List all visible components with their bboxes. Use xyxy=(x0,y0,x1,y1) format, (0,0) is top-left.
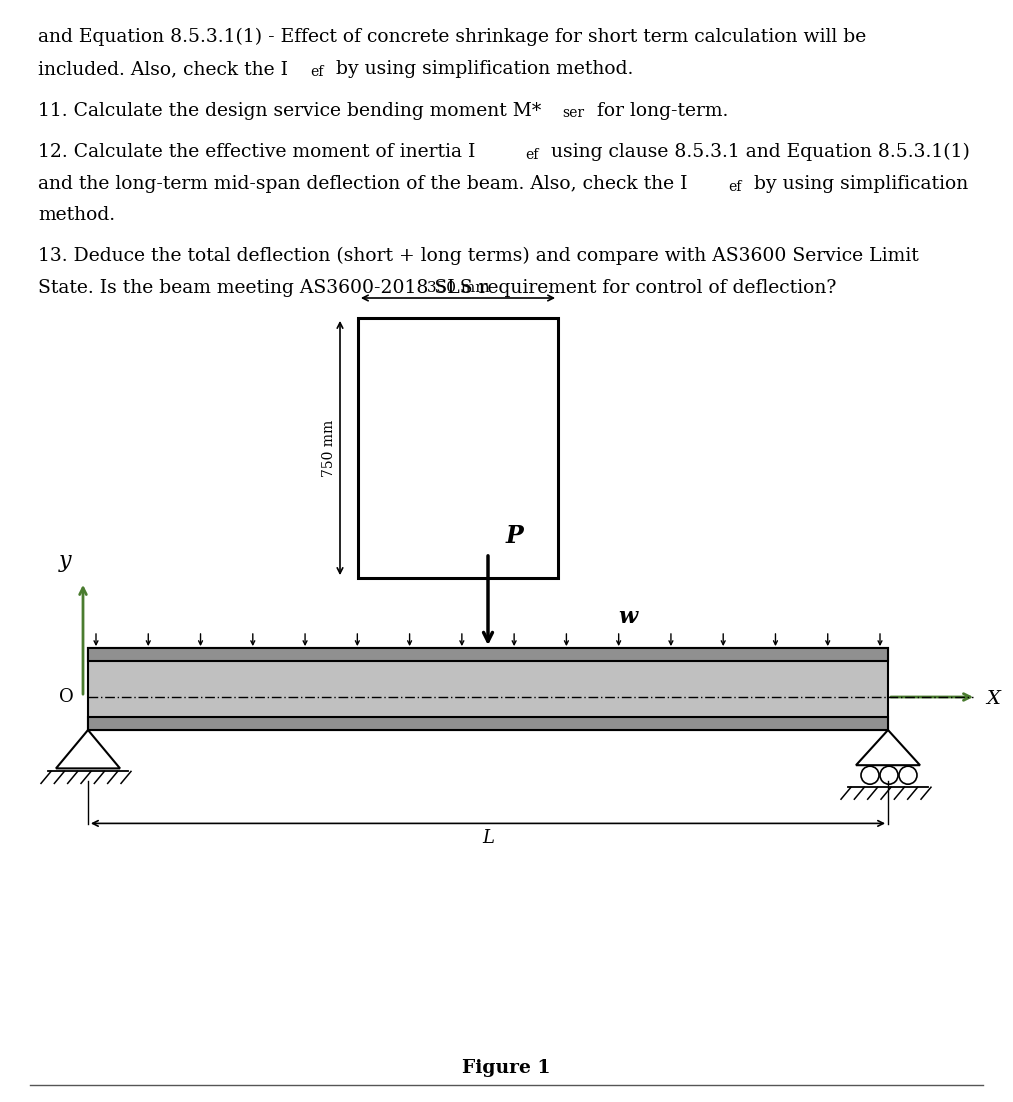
Text: ef: ef xyxy=(525,148,538,162)
Text: by using simplification: by using simplification xyxy=(748,175,968,193)
Text: 350 mm: 350 mm xyxy=(426,281,489,295)
Text: for long-term.: for long-term. xyxy=(591,101,728,120)
Text: 750 mm: 750 mm xyxy=(322,420,336,477)
Text: State. Is the beam meeting AS3600-2018 SLS requirement for control of deflection: State. Is the beam meeting AS3600-2018 S… xyxy=(38,279,837,298)
Bar xyxy=(88,717,888,730)
Text: ef: ef xyxy=(310,65,323,79)
Text: w: w xyxy=(618,606,637,628)
Text: y: y xyxy=(59,550,71,572)
Text: and the long-term mid-span deflection of the beam. Also, check the I: and the long-term mid-span deflection of… xyxy=(38,175,688,193)
Bar xyxy=(88,648,888,661)
Text: Figure 1: Figure 1 xyxy=(462,1059,550,1077)
Text: O: O xyxy=(59,688,74,706)
Text: P: P xyxy=(506,523,524,548)
Text: included. Also, check the I: included. Also, check the I xyxy=(38,60,288,78)
Bar xyxy=(358,318,558,579)
Text: 13. Deduce the total deflection (short + long terms) and compare with AS3600 Ser: 13. Deduce the total deflection (short +… xyxy=(38,247,919,266)
Text: and Equation 8.5.3.1(1) - Effect of concrete shrinkage for short term calculatio: and Equation 8.5.3.1(1) - Effect of conc… xyxy=(38,28,866,46)
Text: method.: method. xyxy=(38,206,115,224)
Text: ser: ser xyxy=(562,106,585,120)
Text: 11. Calculate the design service bending moment M*: 11. Calculate the design service bending… xyxy=(38,101,541,120)
Text: ef: ef xyxy=(728,181,742,194)
Text: 12. Calculate the effective moment of inertia I: 12. Calculate the effective moment of in… xyxy=(38,143,475,161)
Text: L: L xyxy=(482,830,494,847)
Text: using clause 8.5.3.1 and Equation 8.5.3.1(1): using clause 8.5.3.1 and Equation 8.5.3.… xyxy=(545,143,969,162)
Text: X: X xyxy=(986,690,1000,707)
Text: by using simplification method.: by using simplification method. xyxy=(330,60,633,78)
Bar xyxy=(88,648,888,730)
